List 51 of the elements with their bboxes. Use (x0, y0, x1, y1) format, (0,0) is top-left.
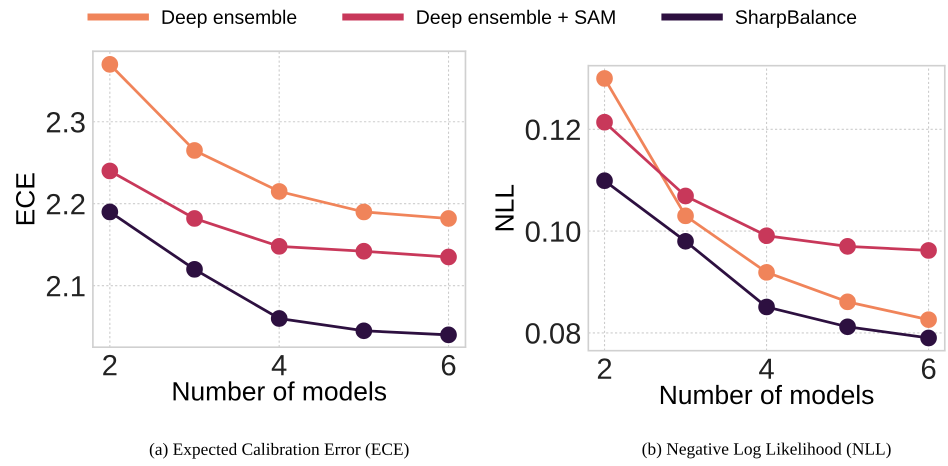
point (186, 260, 203, 278)
point (270, 238, 288, 255)
point (920, 330, 937, 346)
point (677, 188, 694, 204)
text: (b) Negative Log Likelihood (NLL) (642, 442, 891, 458)
legend-label: Deep ensemble (162, 10, 296, 28)
point (596, 114, 613, 131)
point (839, 238, 856, 255)
y-tick-label: 2.2 (46, 194, 84, 214)
point (758, 227, 775, 244)
point (102, 56, 118, 73)
point (920, 242, 937, 259)
x-tick-label: 2 (598, 358, 612, 379)
point (102, 162, 118, 180)
x-tick-label: 4 (272, 355, 286, 376)
point (440, 210, 457, 227)
legend-label: SharpBalance (736, 10, 856, 28)
point (356, 242, 372, 260)
point (356, 322, 372, 340)
point (920, 311, 937, 328)
point (758, 264, 775, 281)
point (758, 298, 775, 316)
point (270, 183, 288, 200)
point (677, 208, 694, 224)
point (596, 70, 613, 87)
point (440, 326, 457, 344)
x-tick-label: 2 (103, 354, 116, 376)
point (356, 204, 372, 220)
x-tick-label: 6 (922, 358, 936, 380)
y-axis-title: NLL (495, 184, 514, 230)
y-tick-label: 0.12 (526, 120, 580, 140)
x-axis-title: Number of models (174, 381, 386, 401)
legend-label: Deep ensemble + SAM (417, 10, 615, 28)
y-tick-label: 0.08 (526, 323, 580, 344)
point (596, 172, 613, 190)
point (186, 142, 203, 159)
point (186, 210, 203, 227)
point (839, 294, 856, 310)
point (839, 318, 856, 336)
y-tick-label: 2.1 (46, 276, 85, 296)
x-axis-title: Number of models (660, 384, 874, 404)
point (102, 204, 118, 220)
x-tick-label: 4 (759, 358, 774, 379)
point (270, 310, 288, 327)
x-tick-label: 6 (442, 354, 456, 376)
y-tick-label: 2.3 (46, 112, 85, 133)
text: (a) Expected Calibration Error (ECE) (150, 442, 409, 459)
y-axis-title: ECE (16, 173, 35, 224)
y-tick-label: 0.10 (526, 221, 580, 242)
point (440, 248, 457, 266)
point (677, 232, 694, 250)
